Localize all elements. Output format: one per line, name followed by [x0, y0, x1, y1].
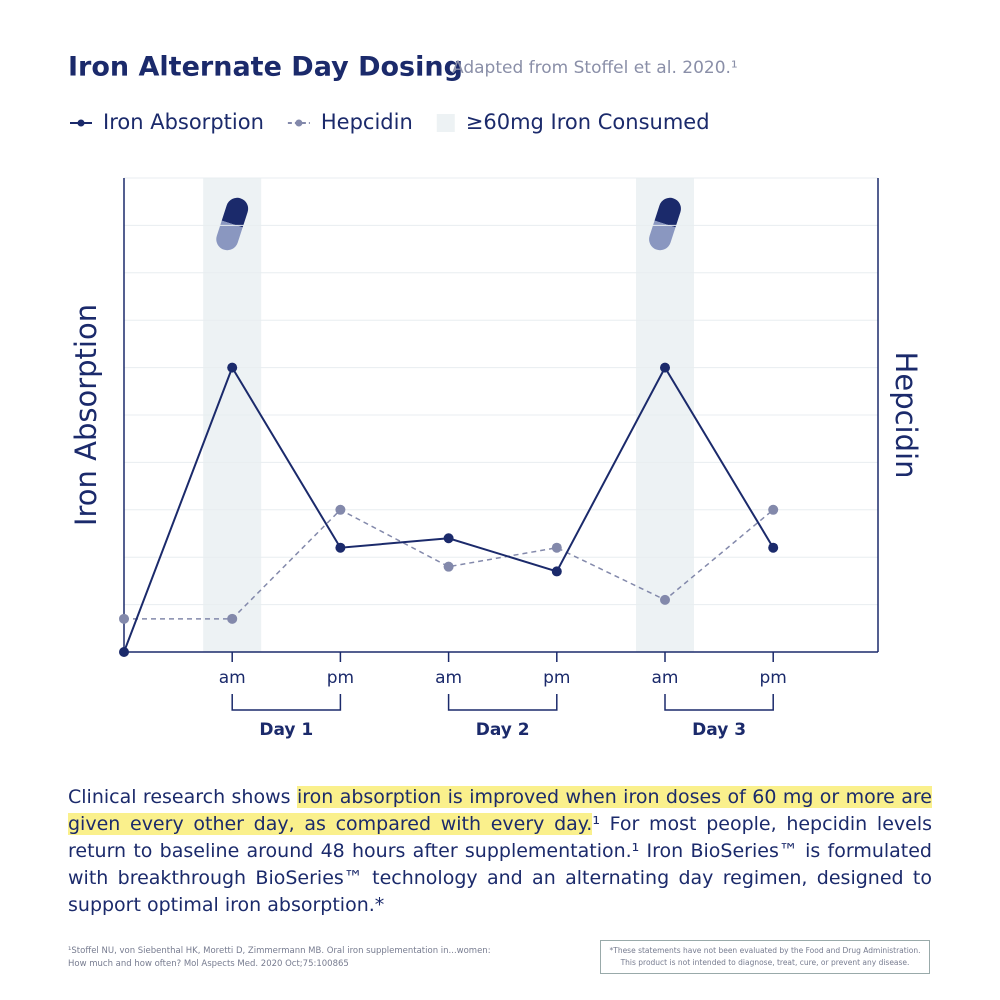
pill-top: [221, 197, 249, 228]
pill-bottom: [216, 220, 243, 251]
data-point: [551, 566, 562, 577]
data-point: [119, 613, 129, 624]
y-axis-label: Iron Absorption: [69, 304, 103, 526]
body-segment: Clinical research shows: [68, 786, 297, 808]
group-bracket: [231, 694, 342, 711]
chart-title: Iron Alternate Day Dosing: [68, 52, 463, 83]
footnote-line: How much and how often? Mol Aspects Med.…: [68, 959, 349, 969]
data-point: [660, 594, 670, 605]
x-tick-label: pm: [327, 668, 354, 688]
disclaimer: *These statements have not been evaluate…: [600, 940, 930, 974]
y2-axis-label: Hepcidin: [889, 352, 923, 479]
data-point: [335, 542, 346, 553]
data-point: [768, 542, 779, 553]
data-point: [227, 613, 238, 624]
disclaimer-line: *These statements have not been evaluate…: [609, 946, 921, 955]
group-label: Day 3: [692, 720, 746, 740]
legend-marker: [295, 119, 303, 127]
group-label: Day 1: [259, 720, 313, 740]
body-text: Clinical research shows iron absorption …: [68, 784, 932, 919]
legend-marker: [77, 119, 85, 127]
legend-label: Iron Absorption: [103, 110, 264, 134]
legend-label: ≥60mg Iron Consumed: [466, 110, 710, 134]
group-bracket: [664, 694, 774, 711]
data-point: [227, 362, 238, 373]
pill-top: [654, 197, 681, 228]
pill-bottom: [649, 220, 676, 251]
disclaimer-line: This product is not intended to diagnose…: [620, 958, 910, 967]
pill-icon: [216, 197, 249, 251]
group-bracket: [447, 694, 558, 711]
chart-subtitle: Adapted from Stoffel et al. 2020.¹: [452, 58, 738, 78]
data-point: [443, 533, 454, 544]
x-tick-label: am: [219, 668, 246, 688]
footnote-line: ¹Stoffel NU, von Siebenthal HK, Moretti …: [68, 946, 491, 956]
legend-label: Hepcidin: [321, 110, 413, 134]
group-label: Day 2: [476, 720, 530, 740]
data-point: [660, 362, 670, 373]
x-tick-label: pm: [543, 668, 570, 688]
legend-swatch: [436, 114, 455, 132]
x-tick-label: am: [652, 668, 679, 688]
data-point: [443, 561, 454, 572]
data-point: [335, 504, 346, 515]
chart: Iron Alternate Day Dosing Adapted from S…: [68, 52, 923, 741]
x-tick-label: pm: [760, 668, 787, 688]
data-point: [551, 542, 562, 553]
x-tick-label: am: [435, 668, 462, 688]
data-point: [768, 504, 779, 515]
data-point: [119, 647, 129, 657]
body-segment: ¹ For most people, hepcidin levels retur…: [68, 813, 932, 916]
pill-icon: [649, 197, 681, 251]
footnote: ¹Stoffel NU, von Siebenthal HK, Moretti …: [68, 945, 491, 971]
